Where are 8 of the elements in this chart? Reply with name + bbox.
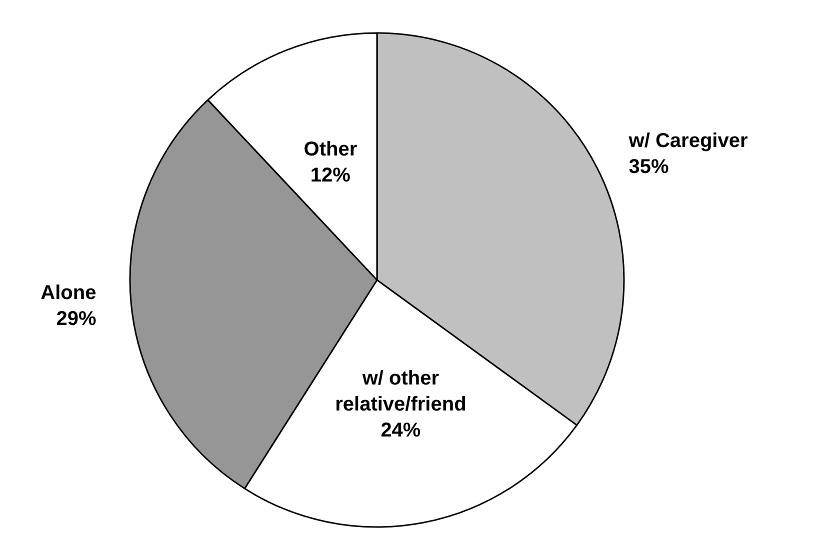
slice-label: w/ Caregiver <box>628 130 748 152</box>
data-label: 29% <box>56 308 96 330</box>
data-label: 24% <box>380 419 421 442</box>
slice-label: Other <box>304 138 358 160</box>
data-label: 12% <box>310 164 351 186</box>
data-label: 35% <box>628 156 670 178</box>
slice-label: w/ other relative/friend <box>335 367 466 416</box>
slice-label: Alone <box>40 282 96 304</box>
